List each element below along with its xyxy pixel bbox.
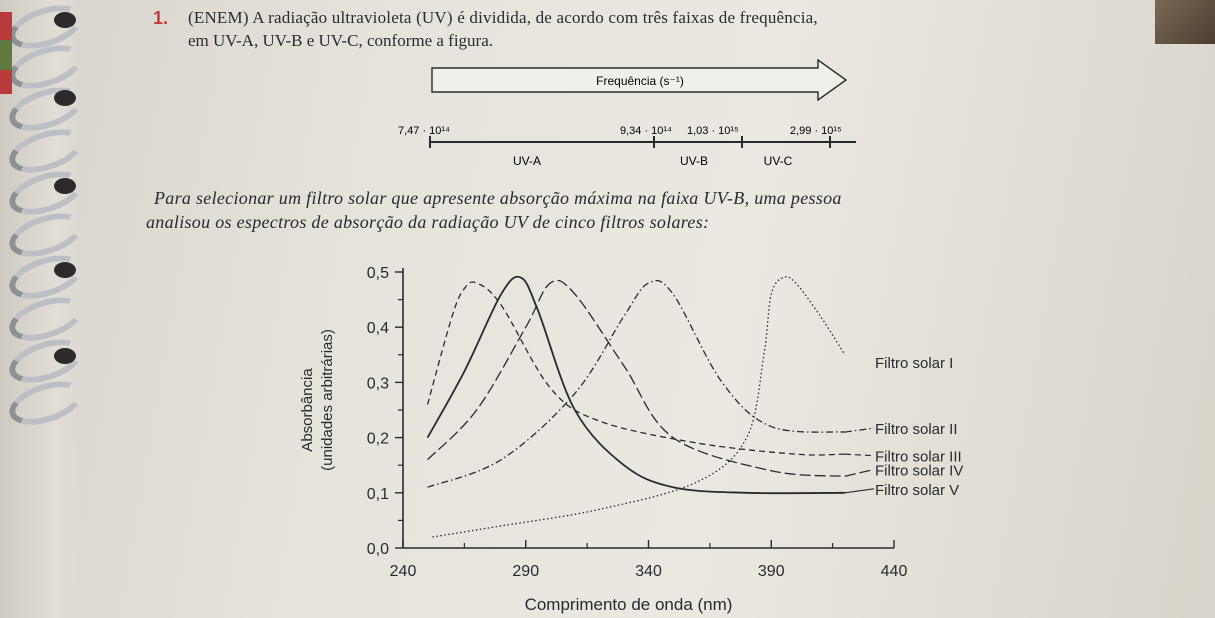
chart-axes bbox=[395, 268, 895, 549]
punch-hole bbox=[54, 262, 76, 278]
band-label-uvc: UV-C bbox=[764, 154, 793, 168]
y-tick-label: 0,0 bbox=[367, 541, 389, 558]
x-tick-label: 390 bbox=[758, 563, 785, 580]
series-label-4: Filtro solar IV bbox=[875, 462, 963, 479]
page-tab-red bbox=[0, 12, 12, 46]
series-label-2: Filtro solar II bbox=[875, 421, 958, 438]
series-line-1 bbox=[432, 276, 846, 538]
series-leader-2 bbox=[844, 427, 875, 433]
question-text-line2: em UV-A, UV-B e UV-C, conforme a figura. bbox=[188, 31, 494, 50]
x-tick-label: 240 bbox=[390, 563, 417, 580]
frequency-tick-label: 2,99 · 10¹⁵ bbox=[790, 125, 842, 137]
background-table-corner bbox=[1155, 0, 1215, 44]
page-tab-green bbox=[0, 40, 12, 70]
series-leader-3 bbox=[844, 453, 875, 457]
series-line-5 bbox=[426, 275, 845, 495]
series-line-2 bbox=[427, 279, 845, 488]
x-tick-label: 340 bbox=[635, 563, 662, 580]
chart-curves bbox=[426, 275, 875, 538]
frequency-tick-label: 1,03 · 10¹⁵ bbox=[687, 125, 739, 137]
band-label-uvb: UV-B bbox=[680, 154, 708, 168]
y-tick-label: 0,4 bbox=[367, 320, 389, 337]
frequency-arrow-label: Frequência (s⁻¹) bbox=[596, 74, 684, 88]
series-line-4 bbox=[427, 279, 845, 477]
punch-hole bbox=[54, 178, 76, 194]
series-label-1: Filtro solar I bbox=[875, 355, 953, 372]
band-label-uva: UV-A bbox=[513, 154, 541, 168]
punch-hole bbox=[54, 90, 76, 106]
question-number: 1. bbox=[153, 8, 169, 28]
y-tick-label: 0,1 bbox=[367, 486, 389, 503]
series-line-3 bbox=[426, 281, 845, 456]
y-tick-label: 0,3 bbox=[367, 375, 389, 392]
chart-labels: 240 290 340 390 440 0,0 0,1 0,2 0,3 0,4 0,5 Comprim… bbox=[299, 265, 963, 614]
x-tick-label: 290 bbox=[512, 563, 539, 580]
x-axis-title: Comprimento de onda (nm) bbox=[525, 595, 733, 614]
series-leader-4 bbox=[844, 468, 875, 477]
punch-hole bbox=[54, 12, 76, 28]
y-tick-label: 0,5 bbox=[367, 265, 389, 282]
frequency-arrow bbox=[431, 58, 848, 102]
x-tick-label: 440 bbox=[881, 563, 908, 580]
y-tick-label: 0,2 bbox=[367, 431, 389, 448]
question-text-para2: analisou os espectros de absorção da rad… bbox=[146, 212, 710, 232]
question-text-para1: Para selecionar um filtro solar que apre… bbox=[154, 188, 842, 208]
y-axis-subtitle: (unidades arbitrárias) bbox=[319, 329, 336, 471]
punch-hole bbox=[54, 348, 76, 364]
y-axis-title: Absorbância bbox=[299, 368, 316, 452]
frequency-tick-label: 7,47 · 10¹⁴ bbox=[398, 125, 450, 137]
series-leader-5 bbox=[844, 488, 875, 494]
series-label-3: Filtro solar III bbox=[875, 449, 962, 466]
notebook-spiral-binding bbox=[0, 0, 89, 618]
series-label-5: Filtro solar V bbox=[875, 482, 959, 499]
question-text-line1: (ENEM) A radiação ultravioleta (UV) é di… bbox=[188, 8, 818, 27]
frequency-tick-label: 9,34 · 10¹⁴ bbox=[620, 125, 672, 137]
